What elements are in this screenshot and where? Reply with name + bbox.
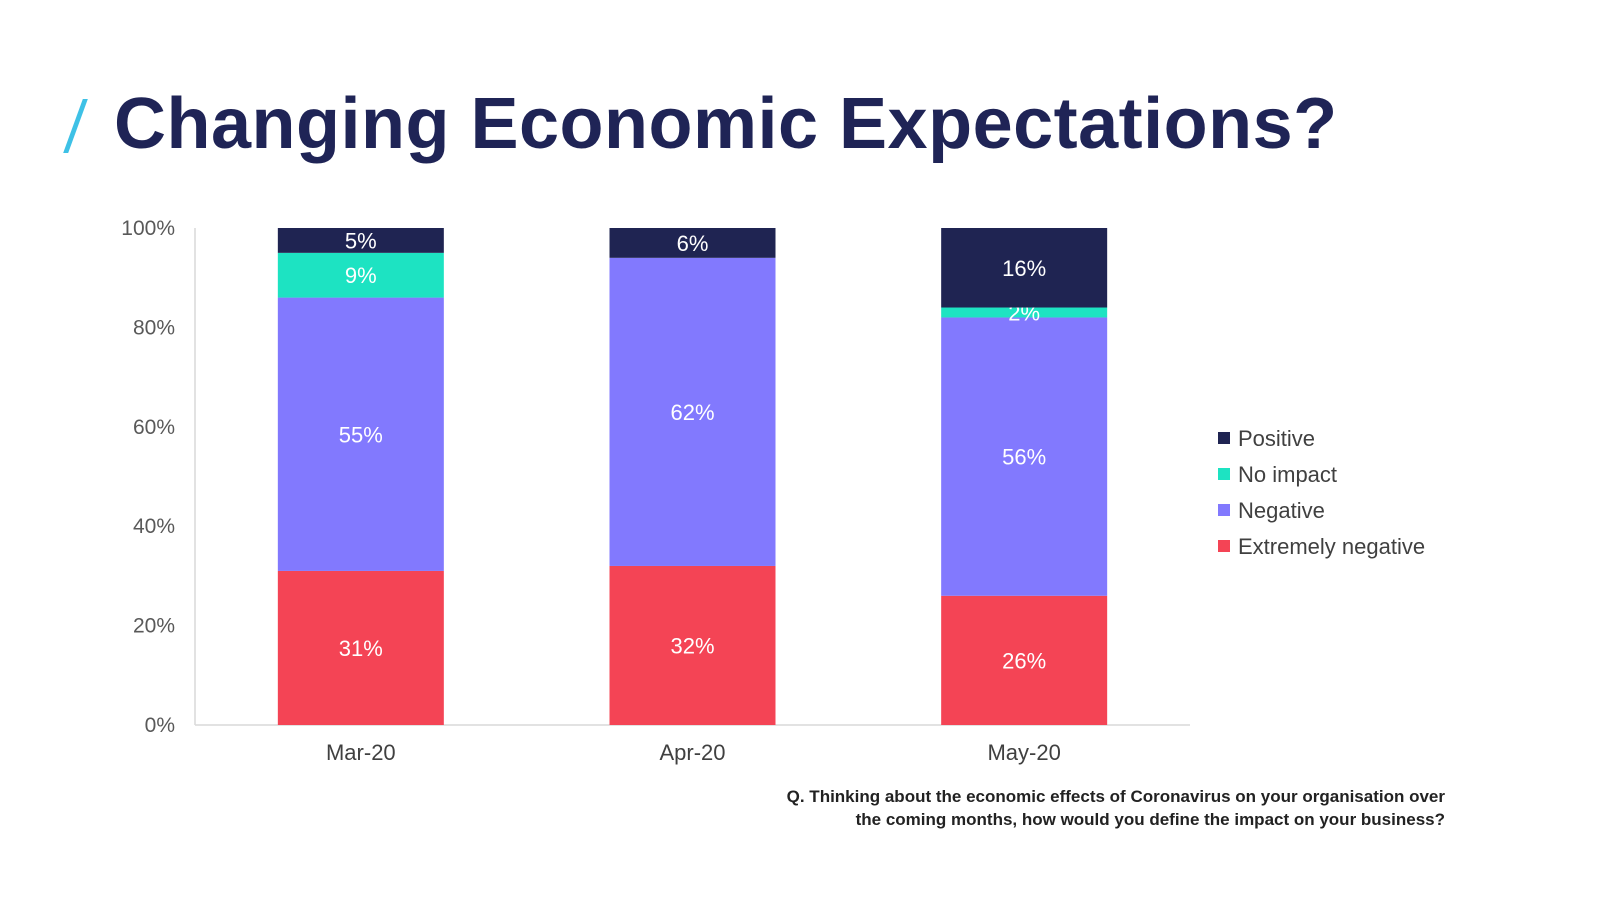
- x-tick-label: Apr-20: [659, 740, 725, 765]
- bar-negative: [941, 317, 1108, 596]
- y-tick-label: 20%: [133, 615, 175, 638]
- bar-positive: [609, 228, 776, 258]
- data-label: 55%: [339, 422, 383, 447]
- bar-negative: [609, 257, 776, 566]
- bar-extremely-negative: [941, 595, 1108, 725]
- y-tick-label: 100%: [121, 217, 175, 240]
- bar-negative: [277, 297, 444, 571]
- question-line-1: Q. Thinking about the economic effects o…: [786, 787, 1445, 806]
- y-tick-label: 40%: [133, 515, 175, 538]
- x-tick-label: May-20: [987, 740, 1060, 765]
- legend-label: Positive: [1238, 426, 1315, 451]
- legend-label: Negative: [1238, 498, 1325, 523]
- data-label: 56%: [1002, 445, 1046, 470]
- y-tick-label: 0%: [145, 714, 175, 737]
- legend-swatch: [1218, 468, 1230, 480]
- bar-no-impact: [941, 307, 1108, 318]
- question-line-2: the coming months, how would you define …: [855, 810, 1445, 829]
- survey-question: Q. Thinking about the economic effects o…: [787, 785, 1445, 831]
- data-label: 16%: [1002, 256, 1046, 281]
- page-title: Changing Economic Expectations?: [114, 84, 1338, 164]
- legend-swatch: [1218, 504, 1230, 516]
- data-label: 9%: [345, 263, 377, 288]
- legend-label: No impact: [1238, 462, 1337, 487]
- data-label: 62%: [670, 400, 714, 425]
- bar-extremely-negative: [609, 565, 776, 725]
- bar-positive: [277, 228, 444, 253]
- y-tick-label: 60%: [133, 416, 175, 439]
- bar-no-impact: [277, 252, 444, 298]
- legend-swatch: [1218, 432, 1230, 444]
- x-tick-label: Mar-20: [326, 740, 396, 765]
- data-label: 6%: [677, 231, 709, 256]
- data-label: 26%: [1002, 648, 1046, 673]
- legend-label: Extremely negative: [1238, 534, 1425, 559]
- legend-swatch: [1218, 540, 1230, 552]
- title-row: Changing Economic Expectations?: [62, 88, 1338, 160]
- bar-extremely-negative: [277, 570, 444, 725]
- data-label: 31%: [339, 636, 383, 661]
- data-label: 32%: [670, 633, 714, 658]
- data-label: 5%: [345, 228, 377, 253]
- bar-positive: [941, 228, 1108, 308]
- y-tick-label: 80%: [133, 316, 175, 339]
